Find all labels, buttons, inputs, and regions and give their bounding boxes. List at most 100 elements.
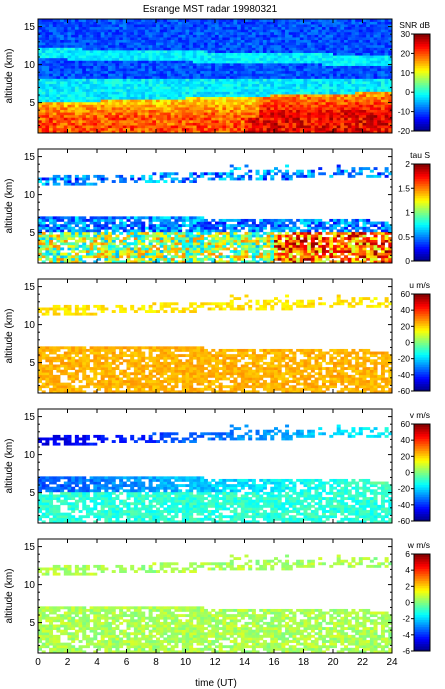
heatmap-cell xyxy=(347,37,352,41)
heatmap-cell xyxy=(222,34,227,38)
heatmap-cell xyxy=(303,107,308,110)
heatmap-cell xyxy=(251,34,256,38)
heatmap-cell xyxy=(277,29,282,33)
heatmap-cell xyxy=(333,37,337,41)
heatmap-cell xyxy=(303,52,308,56)
heatmap-cell xyxy=(358,127,363,131)
colorbar-swatch xyxy=(414,67,430,71)
heatmap-cell xyxy=(314,117,319,121)
heatmap-cell xyxy=(111,117,116,121)
heatmap-cell xyxy=(159,19,164,22)
heatmap-cell xyxy=(222,29,227,33)
heatmap-cell xyxy=(67,47,72,51)
heatmap-cell xyxy=(41,252,46,256)
heatmap-cell xyxy=(130,37,135,41)
heatmap-cell xyxy=(181,88,186,92)
heatmap-cell xyxy=(344,42,349,46)
heatmap-cell xyxy=(373,91,378,95)
heatmap-cell xyxy=(189,81,194,85)
heatmap-cell xyxy=(321,78,326,82)
heatmap-cell xyxy=(380,55,385,59)
heatmap-cell xyxy=(174,60,179,64)
heatmap-cell xyxy=(148,239,153,243)
heatmap-cell xyxy=(60,34,65,38)
heatmap-cell xyxy=(60,177,65,181)
heatmap-cell xyxy=(325,91,330,95)
heatmap-cell xyxy=(189,65,194,69)
heatmap-cell xyxy=(52,42,57,46)
heatmap-cell xyxy=(85,83,90,87)
heatmap-cell xyxy=(233,39,238,43)
heatmap-cell xyxy=(351,114,356,118)
heatmap-cell xyxy=(333,112,337,116)
heatmap-cell xyxy=(144,94,149,98)
heatmap-cell xyxy=(384,24,389,28)
heatmap-cell xyxy=(336,107,341,110)
heatmap-cell xyxy=(211,96,216,100)
heatmap-cell xyxy=(60,91,65,95)
heatmap-cell xyxy=(325,21,330,25)
heatmap-cell xyxy=(52,247,57,251)
heatmap-cell xyxy=(347,130,352,134)
heatmap-cell xyxy=(266,68,271,72)
heatmap-cell xyxy=(336,60,341,64)
heatmap-cell xyxy=(248,26,253,30)
heatmap-cell xyxy=(310,44,315,48)
heatmap-cell xyxy=(329,91,334,95)
heatmap-cell xyxy=(115,39,120,43)
heatmap-cell xyxy=(85,224,90,228)
heatmap-cell xyxy=(270,109,275,113)
heatmap-cell xyxy=(384,117,389,121)
heatmap-cell xyxy=(178,117,183,121)
heatmap-cell xyxy=(159,231,164,235)
y-tick-label: 5 xyxy=(29,98,35,109)
heatmap-cell xyxy=(299,50,304,53)
heatmap-cell xyxy=(377,99,382,103)
heatmap-cell xyxy=(122,242,127,246)
heatmap-cell xyxy=(56,50,61,53)
heatmap-cell xyxy=(49,19,54,22)
heatmap-cell xyxy=(296,88,301,92)
heatmap-cell xyxy=(67,50,72,53)
heatmap-cell xyxy=(218,125,223,129)
heatmap-cell xyxy=(292,78,297,82)
heatmap-cell xyxy=(97,250,101,253)
heatmap-cell xyxy=(200,130,205,134)
heatmap-cell xyxy=(181,29,186,33)
heatmap-cell xyxy=(152,120,157,123)
heatmap-cell xyxy=(189,107,194,110)
heatmap-cell xyxy=(351,120,356,123)
heatmap-cell xyxy=(115,94,120,98)
heatmap-cell xyxy=(163,226,168,230)
heatmap-cell xyxy=(344,52,349,56)
heatmap-cell xyxy=(314,60,319,64)
heatmap-cell xyxy=(296,109,301,113)
colorbar-swatch xyxy=(414,118,430,122)
heatmap-cell xyxy=(71,117,76,121)
heatmap-cell xyxy=(203,29,208,33)
heatmap-cell xyxy=(181,107,186,110)
heatmap-cell xyxy=(74,99,79,103)
heatmap-cell xyxy=(355,39,360,43)
heatmap-cell xyxy=(133,88,138,92)
heatmap-cell xyxy=(167,244,172,248)
heatmap-cell xyxy=(192,122,197,126)
heatmap-cell xyxy=(56,104,61,108)
heatmap-cell xyxy=(141,130,146,134)
heatmap-cell xyxy=(148,174,153,178)
heatmap-cell xyxy=(178,125,183,129)
heatmap-cell xyxy=(119,76,124,79)
heatmap-cell xyxy=(60,31,65,35)
heatmap-cell xyxy=(167,86,172,90)
heatmap-cell xyxy=(277,31,282,35)
heatmap-cell xyxy=(321,76,326,79)
heatmap-cell xyxy=(122,229,127,233)
heatmap-cell xyxy=(178,112,183,116)
heatmap-cell xyxy=(366,60,371,64)
heatmap-cell xyxy=(122,112,127,116)
heatmap-cell xyxy=(144,99,149,103)
heatmap-cell xyxy=(192,63,197,66)
heatmap-cell xyxy=(181,120,186,123)
heatmap-cell xyxy=(137,37,142,41)
heatmap-cell xyxy=(52,73,57,77)
